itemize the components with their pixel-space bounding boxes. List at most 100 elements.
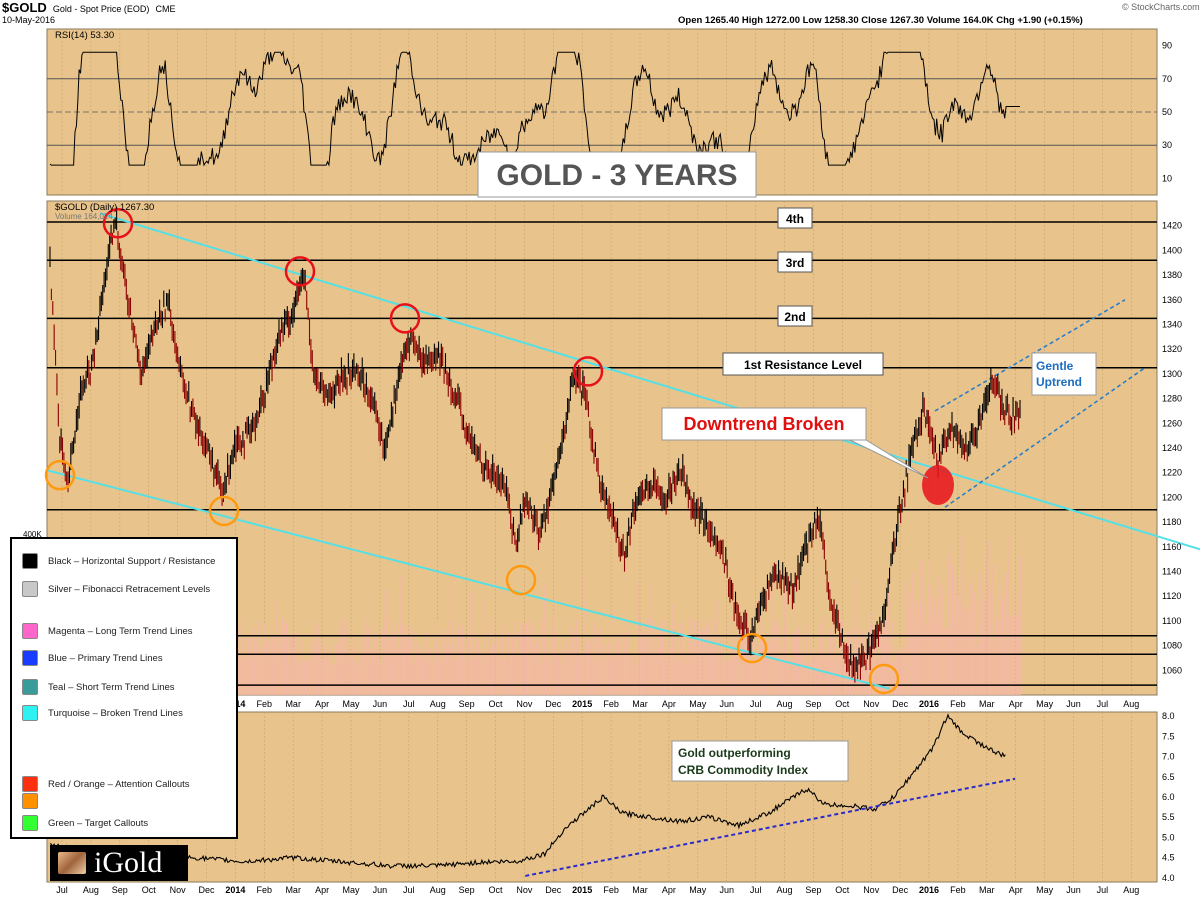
orange-callout-circle bbox=[44, 459, 76, 491]
volume-bar bbox=[349, 656, 351, 695]
volume-bar bbox=[323, 644, 325, 695]
volume-bar bbox=[795, 618, 797, 695]
volume-bar bbox=[520, 630, 522, 695]
price-x-tick-label: Mar bbox=[632, 699, 648, 709]
volume-bar bbox=[247, 623, 249, 695]
volume-bar bbox=[947, 554, 949, 695]
volume-bar bbox=[667, 638, 669, 695]
volume-bar bbox=[507, 631, 510, 695]
volume-bar bbox=[514, 650, 516, 695]
volume-bar bbox=[631, 653, 633, 695]
price-x-tick-label: Mar bbox=[285, 699, 301, 709]
volume-bar bbox=[416, 641, 418, 695]
volume-bar bbox=[760, 591, 762, 695]
volume-bar bbox=[904, 586, 906, 695]
volume-bar bbox=[309, 659, 311, 695]
volume-bar bbox=[249, 634, 251, 695]
price-y-tick-label: 1340 bbox=[1162, 320, 1182, 330]
volume-bar bbox=[459, 631, 461, 695]
ratio-x-tick-label: May bbox=[689, 885, 707, 895]
volume-bar bbox=[588, 641, 590, 695]
legend-item: Black – Horizontal Support / Resistance bbox=[22, 553, 215, 569]
volume-bar bbox=[900, 644, 902, 695]
volume-bar bbox=[828, 659, 830, 695]
price-y-tick-label: 1300 bbox=[1162, 369, 1182, 379]
volume-bar bbox=[495, 636, 497, 695]
volume-bar bbox=[340, 626, 342, 695]
volume-bar bbox=[972, 605, 974, 695]
legend-swatch bbox=[22, 815, 38, 831]
volume-bar bbox=[269, 652, 271, 695]
volume-bar bbox=[353, 660, 356, 695]
volume-bar bbox=[1015, 616, 1017, 695]
volume-bar bbox=[766, 640, 768, 695]
volume-bar bbox=[709, 618, 711, 695]
volume-bar bbox=[481, 659, 483, 695]
volume-bar bbox=[406, 637, 408, 695]
volume-bar bbox=[312, 641, 314, 695]
ratio-x-tick-label: Jun bbox=[719, 885, 734, 895]
volume-bar bbox=[964, 610, 966, 695]
volume-bar bbox=[661, 619, 664, 695]
price-x-tick-label: Nov bbox=[516, 699, 533, 709]
volume-bar bbox=[842, 619, 844, 695]
volume-bar bbox=[427, 661, 429, 695]
volume-bar bbox=[297, 664, 299, 695]
exchange: CME bbox=[155, 4, 176, 14]
volume-bar bbox=[244, 637, 246, 695]
volume-bar bbox=[316, 641, 318, 695]
price-x-tick-label: Jun bbox=[719, 699, 734, 709]
volume-bar bbox=[385, 589, 387, 695]
volume-bar bbox=[348, 645, 350, 695]
volume-bar bbox=[419, 646, 421, 695]
volume-bar bbox=[498, 656, 500, 695]
volume-bar bbox=[981, 572, 983, 695]
volume-bar bbox=[471, 591, 473, 695]
volume-bar bbox=[685, 651, 687, 695]
volume-bar bbox=[376, 634, 378, 695]
volume-bar bbox=[506, 633, 508, 695]
volume-bar bbox=[1017, 611, 1019, 695]
price-x-tick-label: Feb bbox=[257, 699, 273, 709]
volume-bar bbox=[872, 633, 875, 695]
volume-bar bbox=[245, 658, 247, 695]
volume-bar bbox=[617, 636, 619, 695]
ratio-x-tick-label: 2014 bbox=[225, 885, 245, 895]
volume-bar bbox=[403, 626, 405, 695]
ratio-x-tick-label: Apr bbox=[662, 885, 676, 895]
volume-bar bbox=[287, 636, 289, 695]
volume-bar bbox=[278, 660, 281, 695]
price-x-tick-label: Apr bbox=[315, 699, 329, 709]
volume-bar bbox=[967, 611, 969, 695]
volume-bar bbox=[352, 647, 354, 695]
volume-bar bbox=[280, 643, 282, 695]
volume-bar bbox=[903, 659, 905, 695]
ratio-x-tick-label: Mar bbox=[979, 885, 995, 895]
volume-bar bbox=[960, 603, 962, 695]
volume-bar bbox=[402, 623, 404, 695]
volume-bar bbox=[362, 652, 364, 695]
volume-bar bbox=[474, 659, 476, 695]
volume-bar bbox=[365, 622, 367, 695]
volume-bar bbox=[298, 658, 300, 695]
volume-bar bbox=[519, 626, 521, 695]
volume-bar bbox=[263, 624, 265, 695]
volume-bar bbox=[767, 641, 769, 695]
volume-bar bbox=[253, 627, 256, 695]
symbol-header: $GOLD Gold - Spot Price (EOD) CME bbox=[2, 0, 175, 15]
volume-bar bbox=[675, 661, 677, 695]
volume-bar bbox=[999, 513, 1001, 695]
volume-bar bbox=[469, 628, 471, 695]
ratio-x-tick-label: Jun bbox=[373, 885, 388, 895]
volume-bar bbox=[902, 648, 904, 695]
volume-bar bbox=[595, 663, 597, 695]
level-3rd-box bbox=[777, 251, 813, 273]
volume-bar bbox=[735, 654, 737, 695]
volume-bar bbox=[618, 622, 621, 695]
volume-bar bbox=[710, 644, 712, 695]
volume-bar bbox=[423, 651, 425, 695]
volume-bar bbox=[718, 635, 720, 695]
volume-bar bbox=[664, 627, 666, 695]
volume-bar bbox=[627, 664, 629, 695]
volume-bar bbox=[886, 618, 888, 695]
